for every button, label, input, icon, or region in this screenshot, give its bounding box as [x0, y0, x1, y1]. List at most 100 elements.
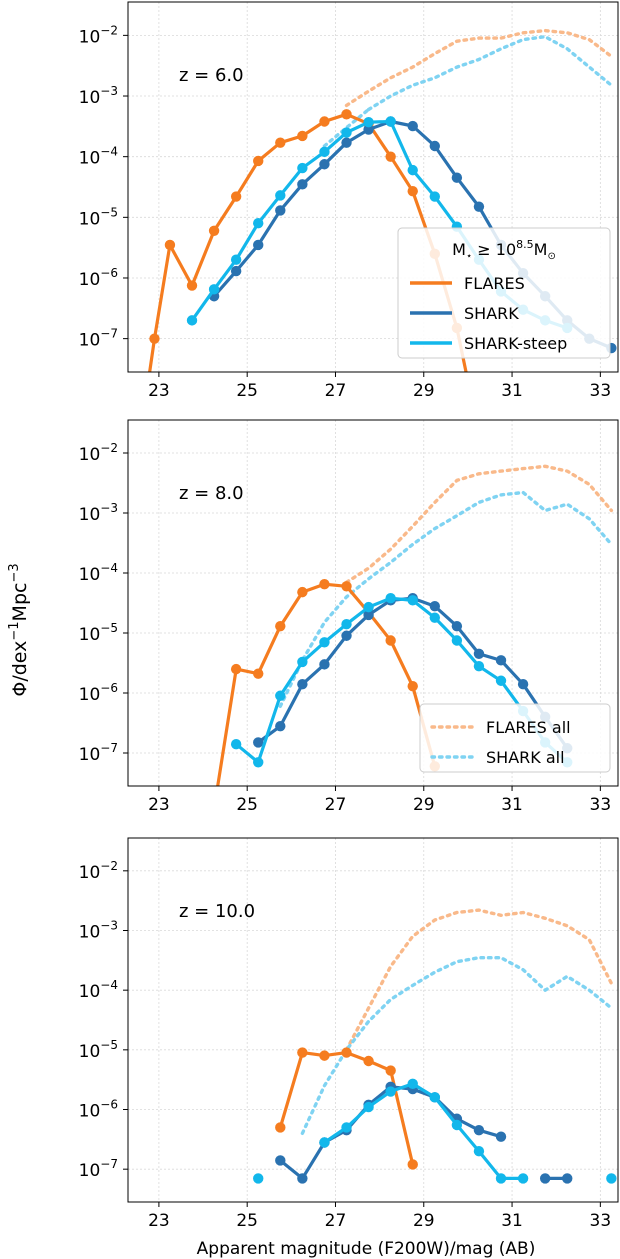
- series-shark-point: [253, 737, 264, 748]
- series-shark-steep-point: [451, 1119, 463, 1131]
- series-flares-point: [186, 280, 198, 291]
- series-shark-all-line: [278, 490, 614, 708]
- series-shark-steep-point: [297, 656, 308, 668]
- series-flares-point: [385, 1065, 396, 1076]
- y-tick-label: 10−3: [79, 84, 118, 108]
- series-shark-point: [297, 1173, 308, 1184]
- series-shark-point: [495, 1131, 507, 1142]
- x-axis-label: Apparent magnitude (F200W)/mag (AB): [197, 1239, 536, 1259]
- legend-box: [419, 703, 611, 773]
- axes-frame: [127, 837, 619, 1203]
- legend-label: SHARK-steep: [464, 334, 567, 353]
- series-shark-steep-point: [407, 164, 418, 176]
- series-flares-point: [230, 663, 242, 675]
- x-tick-label: 23: [148, 381, 170, 401]
- series-flares-point: [297, 130, 308, 142]
- series-shark-point: [473, 648, 485, 660]
- redshift-label: z = 10.0: [179, 901, 255, 922]
- series-shark-steep-point: [341, 1122, 352, 1133]
- series-shark-point: [517, 679, 529, 690]
- y-tick-label: 10−5: [79, 621, 118, 645]
- x-tick-label: 27: [325, 381, 347, 401]
- y-tick-label: 10−2: [79, 859, 118, 883]
- x-tick-label: 29: [413, 381, 435, 401]
- series-shark-steep-point: [407, 595, 418, 606]
- series-shark-steep-point: [319, 637, 330, 648]
- series-shark-point: [539, 1173, 551, 1184]
- series-shark-steep-point: [385, 1086, 396, 1097]
- plot-area: [253, 908, 617, 1184]
- axes-frame: [127, 1, 619, 373]
- series-shark-point: [451, 620, 463, 632]
- series-shark-line: [279, 1085, 502, 1180]
- x-tick-label: 29: [413, 1211, 435, 1231]
- series-shark-steep-point: [473, 660, 485, 672]
- series-shark-point: [341, 137, 352, 148]
- redshift-label: z = 6.0: [179, 65, 244, 86]
- y-axis-label: Φ/dex−1Mpc−3: [7, 563, 31, 696]
- series-shark-steep-point: [363, 601, 374, 613]
- series-flares-point: [407, 185, 418, 197]
- plot-area: [216, 464, 614, 786]
- series-shark-point: [429, 600, 441, 612]
- series-flares-point: [275, 620, 286, 632]
- series-flares-point: [341, 581, 352, 592]
- legend-label: FLARES: [464, 274, 525, 293]
- x-tick-label: 29: [413, 795, 435, 815]
- series-shark-point: [275, 720, 286, 732]
- series-flares-all-line: [344, 464, 614, 584]
- y-tick-label: 10−5: [79, 205, 118, 229]
- legend: FLARES all SHARK all: [419, 703, 611, 773]
- x-tick-label: 33: [590, 1211, 612, 1231]
- x-tick-label: 33: [590, 795, 612, 815]
- gridlines: [128, 838, 618, 1202]
- legend-label: SHARK: [464, 304, 519, 323]
- series-shark-steep-point: [363, 1101, 374, 1113]
- series-flares-point: [385, 151, 396, 162]
- series-shark-steep-point: [429, 1092, 441, 1103]
- legend-box: [397, 227, 611, 359]
- series-flares-point: [385, 635, 396, 646]
- series-flares-point: [297, 1047, 308, 1058]
- series-shark-point: [319, 659, 330, 670]
- series-shark-point: [495, 655, 507, 666]
- legend-label: SHARK all: [486, 748, 565, 767]
- series-shark-point: [297, 679, 308, 690]
- series-flares-point: [149, 333, 160, 344]
- series-shark-point: [451, 172, 463, 183]
- series-shark-steep-point: [495, 1173, 507, 1184]
- series-flares-point: [341, 1047, 352, 1058]
- x-tick-label: 23: [148, 795, 170, 815]
- series-flares-point: [164, 239, 176, 251]
- x-tick-label: 23: [148, 1211, 170, 1231]
- series-shark-steep-point: [385, 116, 396, 127]
- series-flares-point: [297, 586, 308, 598]
- series-shark-steep-point: [385, 593, 396, 604]
- series-shark-steep-point: [429, 612, 441, 623]
- series-flares-point: [363, 1055, 374, 1067]
- y-tick-label: 10−7: [79, 1157, 118, 1181]
- series-flares-line: [216, 582, 437, 786]
- series-shark-point: [275, 205, 286, 216]
- series-flares-all-line: [344, 908, 614, 1052]
- x-tick-label: 25: [236, 381, 258, 401]
- x-tick-label: 31: [501, 795, 523, 815]
- series-shark-steep-point: [230, 254, 242, 265]
- y-tick-label: 10−2: [79, 441, 118, 465]
- series-shark-point: [473, 1125, 485, 1136]
- y-tick-label: 10−3: [79, 501, 118, 525]
- series-shark-steep-line: [323, 1082, 524, 1180]
- series-shark-steep-point: [253, 757, 264, 768]
- series-shark-steep-point: [275, 690, 286, 701]
- series-flares-point: [230, 191, 242, 202]
- series-shark-point: [230, 265, 242, 277]
- legend: M⋆ ≥ 108.5M⊙ FLARES SHARK SHARK-steep: [397, 227, 611, 359]
- x-tick-label: 31: [501, 1211, 523, 1231]
- series-shark-point: [341, 630, 352, 641]
- y-tick-label: 10−6: [79, 1098, 118, 1122]
- series-shark-all-line: [366, 35, 614, 112]
- series-shark-steep-point: [606, 1173, 617, 1184]
- series-flares-point: [319, 1050, 330, 1061]
- series-shark-all-line: [300, 956, 614, 1135]
